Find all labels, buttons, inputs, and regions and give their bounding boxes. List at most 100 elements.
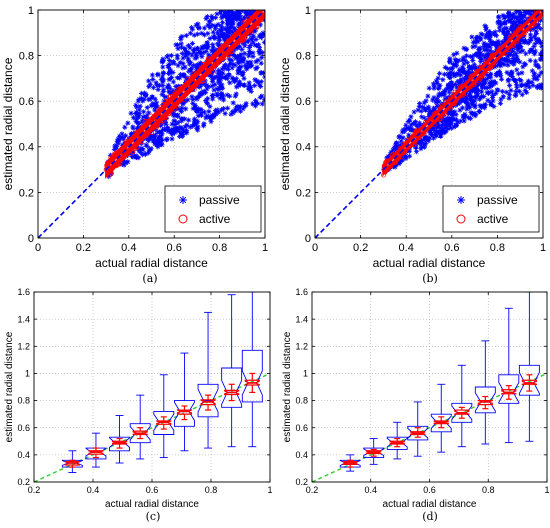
x-tick-label: 0.8 [482, 485, 495, 495]
y-tick-label: 0.2 [17, 477, 30, 487]
x-tick-label: 1 [540, 242, 546, 254]
y-tick-label: 0 [305, 233, 311, 245]
axis-ticks: 0 0.2 0.4 0.6 0.8 1 0 0.2 0.4 0.6 0.8 1 [296, 5, 546, 254]
y-tick-label: 1.4 [17, 314, 30, 324]
panel-caption: (b) [422, 272, 438, 285]
plot-area [312, 292, 547, 482]
y-tick-label: 1 [28, 5, 34, 17]
active-points [381, 10, 543, 178]
active-box [176, 409, 193, 415]
active-box [132, 430, 148, 436]
active-box [244, 379, 260, 386]
axis-ticks: 0 0.2 0.4 0.6 0.8 1 0 0.2 0.4 0.6 0.8 1 [19, 5, 268, 254]
passive-box [197, 383, 219, 418]
active-box [477, 399, 493, 406]
passive-box [221, 367, 243, 408]
y-axis-label: estimated radial distance [4, 331, 15, 442]
panel-b: passive active 0 0.2 0.4 0.6 0.8 1 0 0.2 0.4 0.6 0.8… [278, 5, 546, 285]
passive-box [241, 349, 263, 403]
x-tick-label: 0.2 [353, 242, 368, 254]
legend: passive active [164, 185, 262, 233]
panel-caption: (c) [146, 510, 161, 523]
y-tick-label: 0.4 [17, 450, 30, 460]
x-axis-label: actual radial distance [95, 256, 208, 270]
x-tick-label: 0.4 [87, 485, 100, 495]
active-box [111, 440, 128, 445]
active-box [88, 450, 104, 455]
x-tick-label: 0.6 [167, 242, 182, 254]
data-layer [312, 292, 547, 482]
passive-box [518, 364, 540, 396]
legend-passive-label: passive [477, 193, 518, 207]
x-tick-label: 0 [312, 242, 318, 254]
legend-active-marker [456, 214, 466, 224]
y-tick-label: 0.6 [296, 96, 311, 108]
active-box [410, 431, 426, 436]
y-tick-label: 0.2 [19, 187, 34, 199]
y-tick-label: 0 [28, 233, 34, 245]
passive-box [430, 413, 452, 433]
y-tick-label: 1.6 [17, 287, 30, 297]
y-tick-label: 0.6 [19, 96, 34, 108]
active-box [521, 379, 537, 386]
active-box [342, 461, 358, 465]
active-box [454, 409, 470, 416]
x-tick-label: 0.4 [399, 242, 414, 254]
x-axis-label: actual radial distance [373, 256, 486, 270]
x-tick-label: 0.4 [364, 485, 377, 495]
y-tick-label: 1 [303, 369, 308, 379]
active-box [64, 461, 80, 466]
y-tick-label: 1.4 [295, 314, 308, 324]
x-tick-label: 0.2 [306, 485, 319, 495]
passive-box [153, 410, 175, 435]
y-tick-label: 1.2 [295, 341, 308, 351]
plot-frame [37, 9, 266, 239]
axis-ticks: 0.2 0.4 0.6 0.8 1 0.2 0.4 0.6 0.8 1 1.2 1.4 1.6 [295, 287, 549, 495]
passive-box [498, 374, 520, 404]
x-tick-label: 0.2 [76, 242, 91, 254]
x-axis-label: actual radial distance [383, 499, 477, 510]
x-tick-label: 1 [267, 485, 272, 495]
legend: passive active [442, 185, 540, 233]
y-tick-label: 1.6 [295, 287, 308, 297]
y-tick-label: 0.2 [296, 187, 311, 199]
panel-c: 0.2 0.4 0.6 0.8 1 0.2 0.4 0.6 0.8 1 1.2 1.4 1.6 actua… [4, 287, 273, 523]
x-tick-label: 1 [262, 242, 268, 254]
x-tick-label: 0.6 [146, 485, 159, 495]
legend-active-label: active [477, 212, 509, 226]
plot-area [34, 292, 270, 482]
y-tick-label: 0.4 [296, 142, 311, 154]
legend-passive-marker [179, 196, 187, 204]
diagonal-reference-line [34, 372, 270, 482]
panel-caption: (a) [142, 272, 157, 285]
y-tick-label: 0.4 [295, 450, 308, 460]
series-active [103, 10, 265, 179]
data-layer [315, 10, 543, 238]
y-tick-label: 0.8 [19, 50, 34, 62]
panel-a: passive active 0 0.2 0.4 0.6 0.8 1 0 0.2 0.4 0.6 0.8… [1, 5, 268, 285]
y-tick-label: 0.8 [296, 50, 311, 62]
series-active [342, 374, 537, 468]
x-tick-label: 0.8 [490, 242, 505, 254]
legend-box [442, 185, 540, 233]
active-box [366, 450, 382, 455]
x-tick-label: 0.6 [444, 242, 459, 254]
x-tick-label: 0.8 [205, 485, 218, 495]
active-box [224, 389, 240, 396]
active-box [501, 389, 517, 395]
passive-box [173, 400, 195, 427]
diagonal-reference-line [315, 10, 543, 238]
legend-active-label: active [199, 212, 231, 226]
legend-active-marker [178, 214, 188, 224]
panel-caption: (d) [422, 510, 438, 523]
x-tick-label: 0.8 [212, 242, 227, 254]
x-tick-label: 0.2 [28, 485, 41, 495]
y-axis-label: estimated radial distance [1, 57, 15, 190]
y-tick-label: 0.2 [295, 477, 308, 487]
legend-passive-marker [457, 196, 465, 204]
y-tick-label: 0.6 [295, 423, 308, 433]
active-box [156, 420, 172, 425]
active-box [200, 399, 216, 406]
data-layer [34, 292, 270, 482]
x-tick-label: 0.6 [423, 485, 436, 495]
